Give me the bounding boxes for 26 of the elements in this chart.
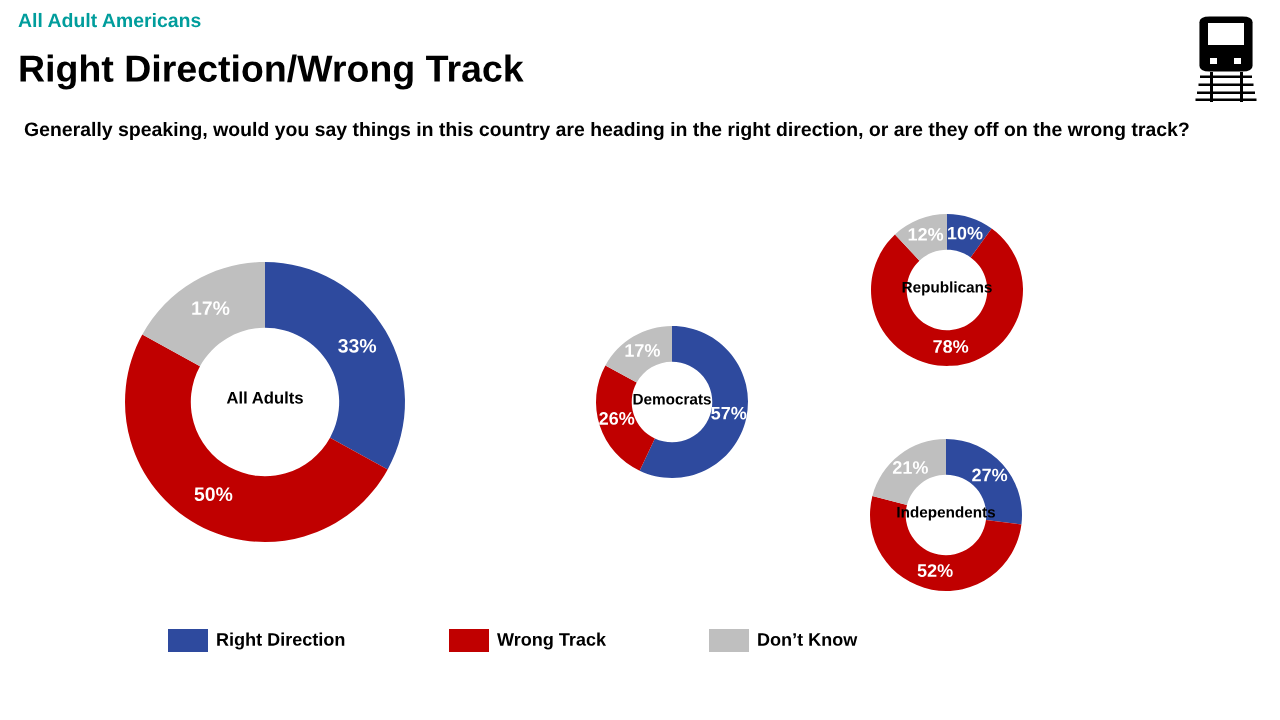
legend-label: Right Direction xyxy=(217,632,345,650)
data-label: 26% xyxy=(599,412,635,425)
data-label: 27% xyxy=(972,468,1008,482)
data-label: 21% xyxy=(892,461,928,474)
legend-label: Don’t Know xyxy=(758,633,858,646)
donut-slice xyxy=(871,228,1023,366)
text: Democrats xyxy=(633,393,711,405)
text: All Adults xyxy=(226,391,303,404)
data-label: 17% xyxy=(625,344,660,357)
data-label: 17% xyxy=(192,301,230,315)
text: All Adult Americans xyxy=(18,12,201,28)
data-label: 12% xyxy=(908,228,944,241)
data-label: 52% xyxy=(917,564,953,577)
legend-label: Wrong Track xyxy=(497,632,607,650)
donut-slice xyxy=(125,334,388,542)
data-label: 50% xyxy=(194,487,233,502)
donut-slice xyxy=(870,496,1022,591)
donut-slice xyxy=(605,326,672,383)
data-label: 78% xyxy=(933,340,969,353)
text: Generally speaking, would you say things in this country are heading in the right direction, or are they off on the wrong track? xyxy=(24,121,1189,141)
donut-slice xyxy=(872,439,946,505)
data-label: 33% xyxy=(338,338,377,353)
data-label: 10% xyxy=(948,226,983,240)
text: Right Direction/Wrong Track xyxy=(20,54,524,90)
data-label: 57% xyxy=(711,406,747,420)
donut-slice xyxy=(142,262,265,367)
